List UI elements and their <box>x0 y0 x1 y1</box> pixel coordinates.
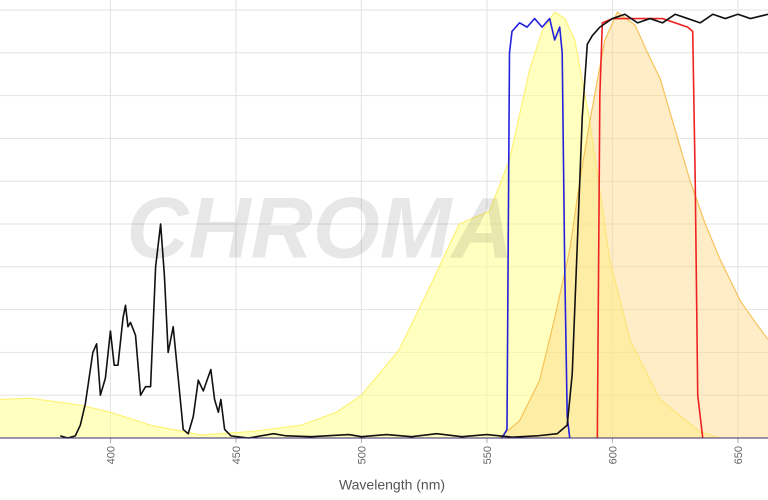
series-line <box>499 11 768 439</box>
area <box>0 12 721 438</box>
series-line <box>0 11 721 439</box>
series-line <box>501 17 571 439</box>
x-tick-label: 400 <box>105 446 117 464</box>
x-tick-label: 550 <box>482 446 494 464</box>
x-tick-label: 450 <box>231 446 243 464</box>
x-axis-label: Wavelength (nm) <box>339 477 445 493</box>
x-tick-label: 600 <box>607 446 619 464</box>
x-tick-label: 650 <box>733 446 745 464</box>
watermark: CHROMA <box>127 181 514 277</box>
series-line <box>60 13 768 439</box>
x-tick-label: 500 <box>356 446 368 464</box>
